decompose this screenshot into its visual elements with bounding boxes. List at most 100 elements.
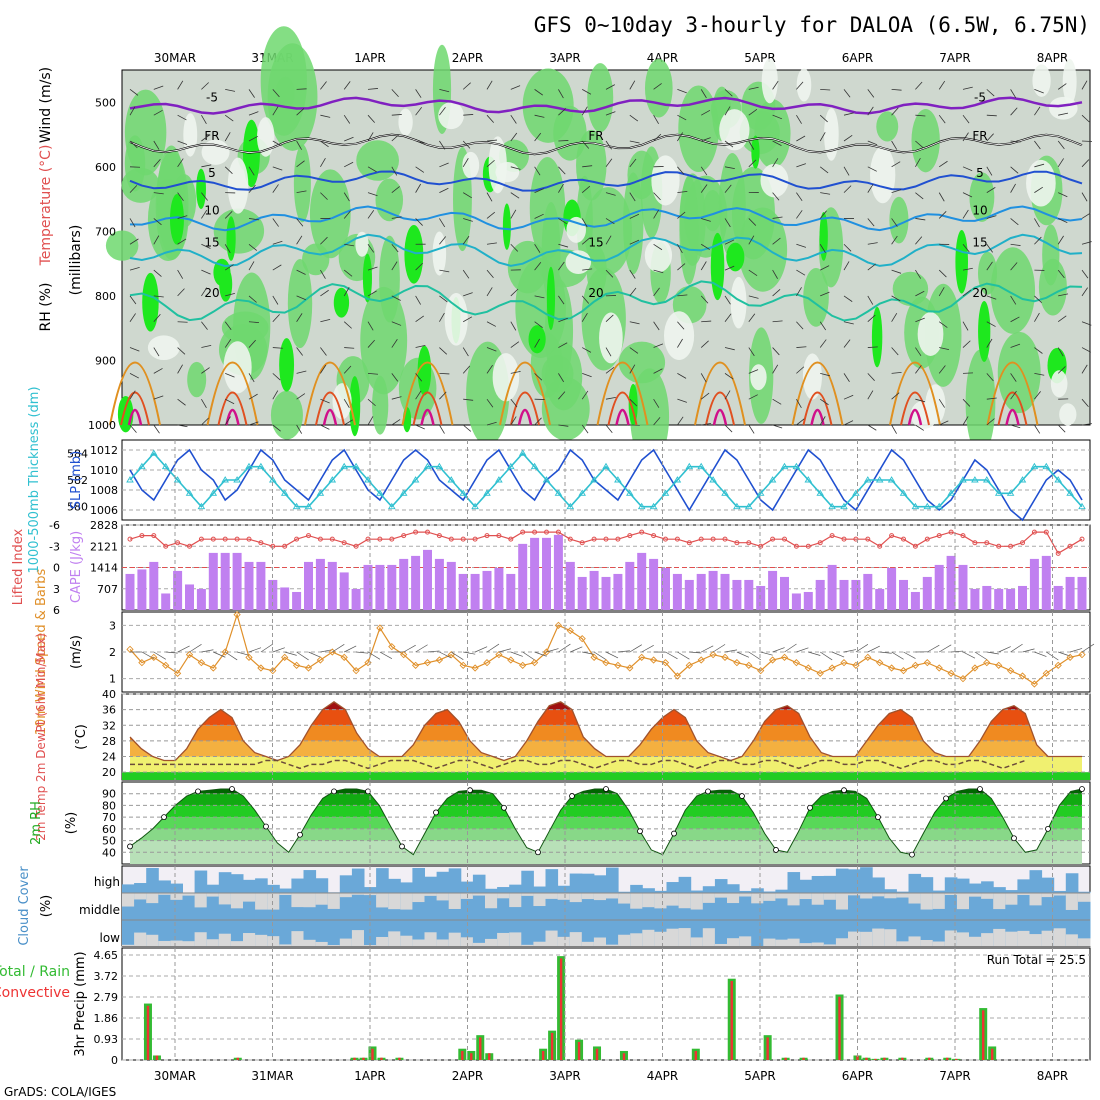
cape-bar	[768, 570, 778, 610]
rh-blob-dry	[462, 151, 480, 179]
top-date-label: 3APR	[549, 51, 580, 65]
wind10-barb	[867, 645, 880, 653]
wind-barb	[1010, 343, 1021, 348]
cloud-low-bar	[182, 920, 196, 946]
wind-barb	[510, 85, 521, 90]
wind-barb	[772, 216, 783, 219]
cloud-mid-bar	[969, 893, 982, 920]
wind-barb	[796, 287, 802, 297]
wind-barb	[462, 158, 469, 168]
wind10-point	[887, 664, 896, 672]
cloud-low-gap	[424, 932, 438, 946]
bottom-date-label: 2APR	[452, 1069, 483, 1083]
wind-barb	[700, 243, 710, 250]
wind-barb	[510, 192, 520, 199]
wind-barb	[391, 373, 399, 382]
wind-barb	[534, 244, 541, 253]
wind-barb	[1010, 166, 1019, 174]
wind-barb	[534, 295, 545, 299]
cloud-mid-gap	[327, 893, 341, 909]
wind-barb	[677, 244, 683, 254]
wind-barb	[248, 184, 256, 193]
wind-barb	[915, 398, 926, 403]
wind-barb	[938, 211, 947, 219]
wind-barb	[1010, 140, 1021, 143]
wind10-barb	[486, 643, 500, 653]
cloud-high-bar	[569, 873, 583, 893]
wind-barb	[343, 287, 350, 297]
thickness-point	[578, 489, 586, 496]
cloud-mid-gap	[303, 893, 317, 908]
wind-barb	[653, 417, 661, 426]
cape-bar	[553, 534, 563, 610]
wind-barb	[891, 189, 902, 194]
thickness-point	[923, 502, 932, 510]
thickness-point	[745, 502, 753, 510]
wind-barb	[915, 347, 922, 357]
wind-barb	[486, 242, 497, 245]
lifted-point	[496, 533, 502, 539]
cape-bar	[292, 591, 302, 610]
wind-barb	[1010, 243, 1021, 246]
cape-bar	[1006, 588, 1016, 610]
wind-barb	[748, 424, 755, 434]
wind-barb	[891, 424, 897, 434]
cloud-mid-gap	[642, 893, 655, 908]
wind-barb	[819, 416, 826, 426]
cloud-high-bar	[908, 873, 922, 893]
wind10-barb	[712, 644, 726, 653]
cape-bar	[577, 576, 587, 610]
rh-blob-high	[196, 168, 206, 210]
wind-barb	[129, 390, 136, 400]
wind-barb	[201, 192, 208, 201]
wind-barb	[772, 237, 781, 245]
wind-barb	[1034, 88, 1044, 94]
wind-barb	[153, 218, 162, 226]
wind10-point	[828, 664, 836, 672]
wind-barb	[938, 160, 948, 168]
rh-blob	[379, 235, 400, 323]
cape-tick: 2828	[90, 519, 118, 532]
rh-blob-high	[169, 194, 184, 245]
wind-barb	[843, 185, 852, 193]
cloud-mid-gap	[678, 893, 692, 909]
cloud-mid-gap	[230, 893, 244, 909]
lifted-point	[1043, 529, 1049, 535]
wind-barb	[796, 398, 802, 409]
cape-bar	[601, 576, 611, 610]
thickness-point	[1030, 462, 1039, 470]
cloud-high-bar	[714, 879, 728, 893]
cloud-mid-gap	[1029, 893, 1043, 906]
wind-barb	[558, 391, 566, 400]
cloud-low-gap	[714, 943, 728, 946]
cloud-low-gap	[896, 941, 909, 946]
wind-barb	[343, 398, 350, 408]
wind-barb	[415, 106, 422, 116]
wind-barb	[867, 263, 876, 271]
wind-barb	[629, 213, 640, 219]
thickness-point	[626, 489, 634, 496]
wind-barb	[772, 269, 778, 279]
bottom-date-label: 31MAR	[251, 1069, 293, 1083]
thickness-point	[685, 462, 694, 470]
wind-barb	[819, 398, 829, 406]
wind-barb	[1057, 140, 1065, 150]
wind-barb	[224, 416, 231, 426]
wind-barb	[867, 295, 874, 305]
thickness-point	[971, 476, 979, 483]
lifted-point	[472, 536, 478, 542]
precip-tick: 3.72	[94, 970, 119, 983]
wind-barb	[224, 244, 231, 254]
wind-barb	[272, 240, 283, 245]
cloud-high-bar	[243, 879, 256, 893]
wind-barb	[724, 89, 733, 97]
wind-barb	[391, 261, 398, 271]
cloud-high-bar	[339, 875, 353, 893]
cloud-mid-gap	[823, 893, 837, 900]
wind10-point	[602, 659, 610, 667]
cloud-mid-gap	[981, 893, 994, 899]
lifted-point	[520, 529, 526, 535]
wind-barb	[1057, 315, 1067, 323]
cape-bar	[1029, 558, 1039, 610]
lifted-point	[817, 540, 823, 546]
